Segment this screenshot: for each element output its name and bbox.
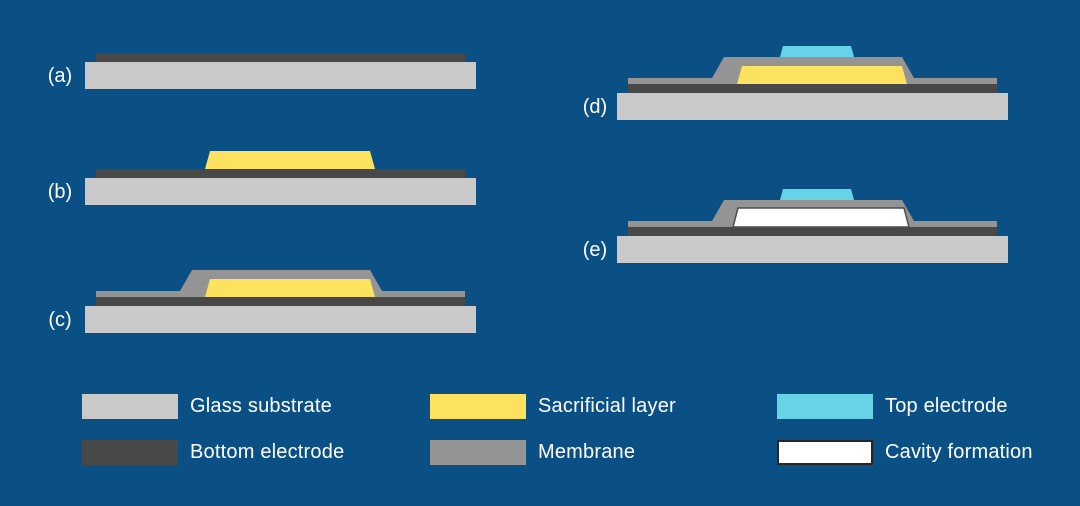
legend-label-top-electrode: Top electrode (885, 395, 1008, 417)
step-b-layer-sacrificial (205, 151, 375, 169)
process-step-a: (a) (48, 53, 476, 89)
process-step-e: (e) (583, 189, 1008, 263)
top-electrode-swatch (777, 394, 873, 419)
cavity-formation-swatch (777, 440, 873, 465)
step-d-layer-top-electrode (780, 46, 854, 57)
bottom-electrode-swatch (82, 440, 178, 465)
legend-label-sacrificial-layer: Sacrificial layer (538, 395, 676, 417)
legend-label-cavity-formation: Cavity formation (885, 441, 1033, 463)
legend-label-glass-substrate: Glass substrate (190, 395, 332, 417)
legend-item-sacrificial-layer: Sacrificial layer (430, 394, 676, 419)
step-label-d: (d) (583, 96, 607, 118)
step-c-layer-sacrificial (205, 279, 375, 297)
step-label-b: (b) (48, 181, 72, 203)
step-d-layer-glass (617, 93, 1008, 120)
legend-item-bottom-electrode: Bottom electrode (82, 440, 344, 465)
step-c-layer-glass (85, 306, 476, 333)
step-e-layer-cavity (732, 207, 910, 228)
legend-label-membrane: Membrane (538, 441, 636, 463)
step-a-layer-glass (85, 62, 476, 89)
step-e-layer-glass (617, 236, 1008, 263)
step-b-layer-glass (85, 178, 476, 205)
step-c-layer-bottom-electrode (96, 297, 465, 306)
membrane-swatch (430, 440, 526, 465)
process-step-d: (d) (583, 46, 1008, 120)
legend-item-top-electrode: Top electrode (777, 394, 1008, 419)
legend-item-cavity-formation: Cavity formation (777, 440, 1033, 465)
step-b-layer-bottom-electrode (96, 169, 465, 178)
step-label-e: (e) (583, 239, 607, 261)
step-label-c: (c) (48, 309, 71, 331)
legend-item-glass-substrate: Glass substrate (82, 394, 332, 419)
glass-substrate-swatch (82, 394, 178, 419)
step-label-a: (a) (48, 65, 72, 87)
process-step-b: (b) (48, 151, 476, 205)
step-a-layer-bottom-electrode (96, 53, 465, 62)
legend-label-bottom-electrode: Bottom electrode (190, 441, 345, 463)
process-step-c: (c) (48, 270, 476, 333)
legend-item-membrane: Membrane (430, 440, 635, 465)
sacrificial-layer-swatch (430, 394, 526, 419)
step-e-layer-top-electrode (780, 189, 854, 200)
step-d-layer-bottom-electrode (628, 84, 997, 93)
step-e-layer-bottom-electrode (628, 227, 997, 236)
step-d-layer-sacrificial (737, 66, 907, 84)
